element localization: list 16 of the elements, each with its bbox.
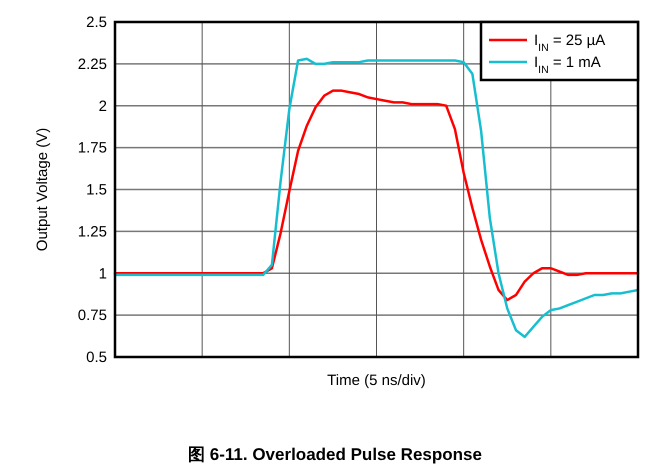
y-tick-label: 1 bbox=[98, 265, 107, 282]
legend-label: I$_{IN}$ = 25 µA bbox=[534, 32, 606, 54]
y-tick-label: 0.5 bbox=[86, 349, 107, 366]
text: 图 6-11. Overloaded Pulse Response bbox=[188, 445, 482, 464]
line-series bbox=[114, 89, 640, 302]
y-tick-label: 1.75 bbox=[78, 140, 107, 157]
y-tick-label: 0.75 bbox=[78, 307, 107, 324]
y-tick-label: 2.5 bbox=[86, 14, 107, 31]
y-tick-label: 2.25 bbox=[78, 56, 107, 73]
line-series bbox=[114, 58, 640, 338]
y-tick-label: 1.5 bbox=[86, 182, 107, 198]
y-tick-label: 1.25 bbox=[78, 223, 107, 240]
y-tick-label: 2 bbox=[98, 98, 107, 115]
y-axis-title: Output Voltage (V) bbox=[34, 128, 51, 252]
legend-label: I$_{IN}$ = 1 mA bbox=[534, 54, 601, 76]
x-axis-title: Time (5 ns/div) bbox=[327, 372, 426, 389]
